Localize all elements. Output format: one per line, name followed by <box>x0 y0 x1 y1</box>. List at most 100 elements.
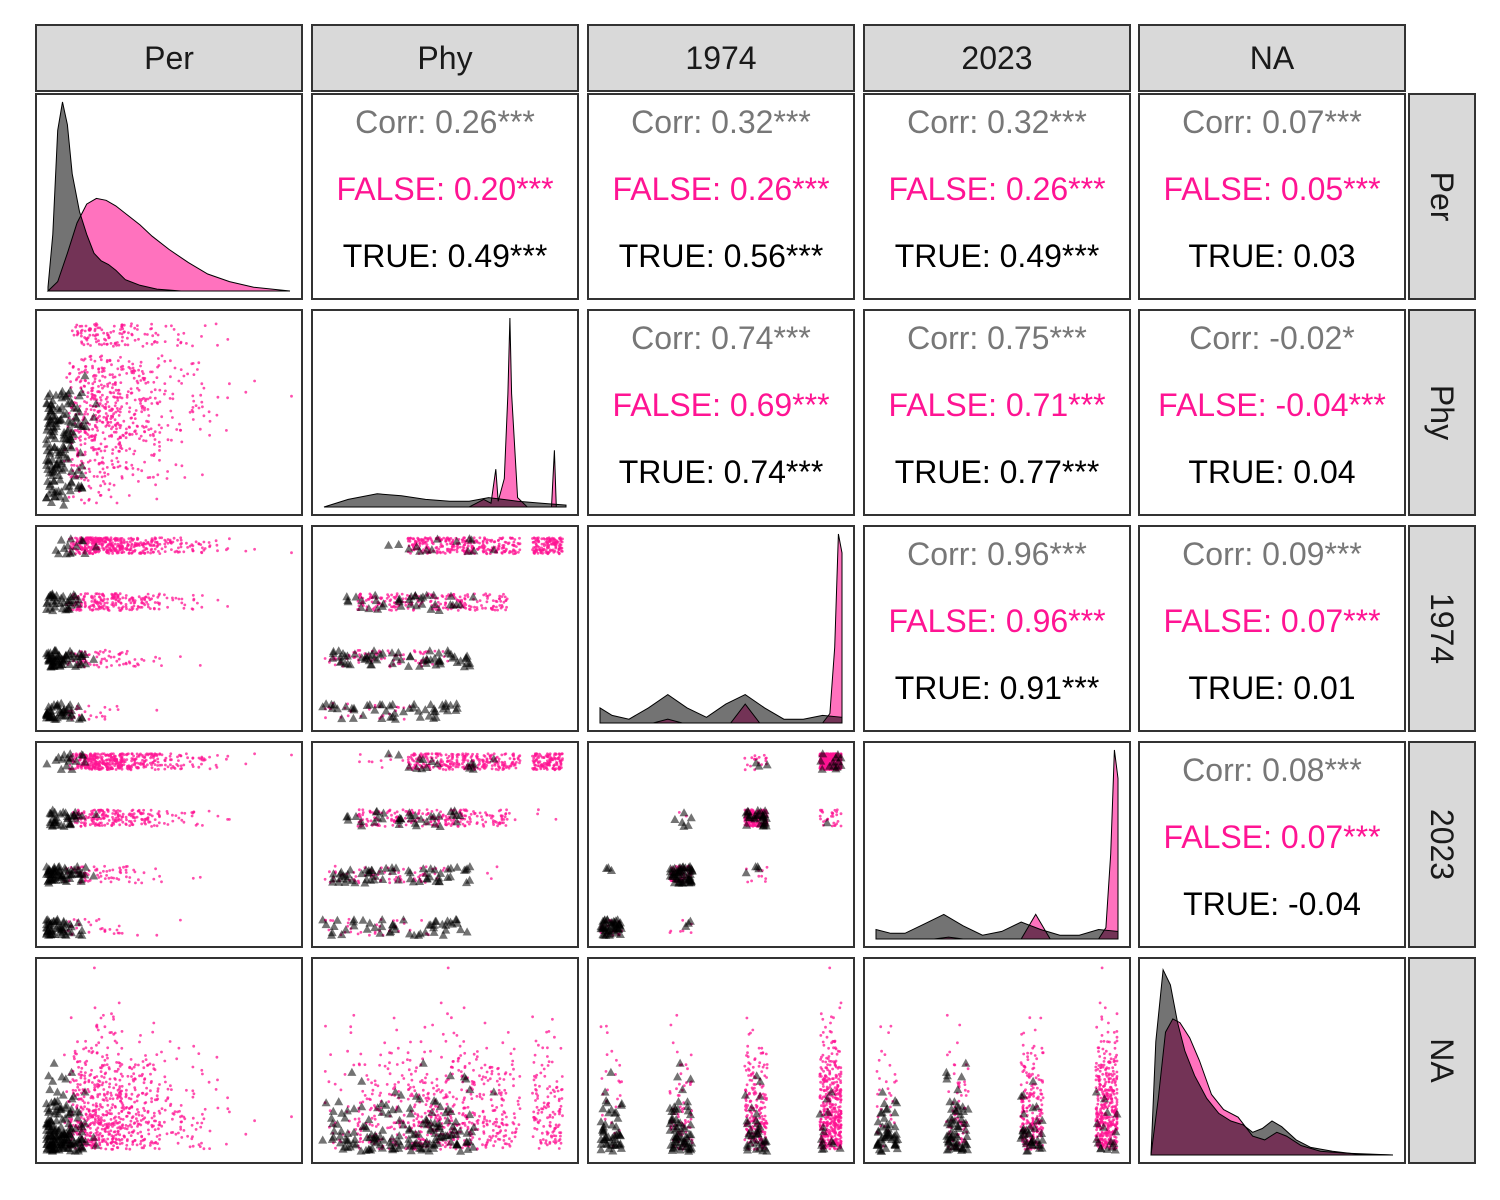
point-false <box>114 768 118 771</box>
point-true <box>60 463 70 472</box>
point-false <box>95 818 99 822</box>
point-false <box>180 767 184 770</box>
point-false <box>461 548 465 552</box>
point-false <box>361 811 365 814</box>
point-false <box>490 538 494 542</box>
point-false <box>107 538 110 541</box>
point-false <box>131 467 135 470</box>
point-false <box>136 328 139 331</box>
point-false <box>493 762 497 766</box>
point-false <box>103 929 107 933</box>
point-false <box>138 437 141 440</box>
point-false <box>84 365 88 368</box>
point-true <box>74 649 84 658</box>
point-false <box>105 601 109 605</box>
point-false <box>130 809 134 813</box>
point-false <box>72 463 76 467</box>
point-false <box>290 394 293 398</box>
point-false <box>98 409 102 413</box>
point-false <box>116 409 120 413</box>
point-false <box>150 597 154 601</box>
point-false <box>100 370 104 373</box>
point-false <box>93 408 96 412</box>
point-false <box>488 814 492 817</box>
point-false <box>103 864 106 868</box>
point-false <box>552 764 556 767</box>
point-false <box>166 605 170 609</box>
point-false <box>113 418 117 422</box>
point-false <box>188 410 192 414</box>
point-false <box>139 812 143 815</box>
point-false <box>535 536 539 540</box>
point-false <box>835 813 839 817</box>
point-false <box>105 416 108 420</box>
point-false <box>116 708 120 711</box>
point-false <box>154 867 158 871</box>
point-true <box>65 659 75 668</box>
point-false <box>442 536 446 540</box>
point-false <box>163 538 167 542</box>
point-true <box>59 427 69 436</box>
point-false <box>83 450 87 454</box>
point-false <box>497 809 501 813</box>
point-false <box>424 537 428 540</box>
point-false <box>90 387 94 390</box>
point-false <box>502 763 506 767</box>
point-false <box>119 761 123 764</box>
point-false <box>160 664 163 667</box>
point-false <box>130 821 134 825</box>
point-false <box>137 368 141 372</box>
point-true <box>62 409 72 418</box>
point-false <box>130 757 134 760</box>
point-false <box>86 342 90 346</box>
point-true <box>66 534 76 543</box>
point-false <box>484 549 488 553</box>
corr-false-label: FALSE: 0.69*** <box>612 387 829 423</box>
point-false <box>448 539 451 543</box>
point-false <box>153 396 157 400</box>
point-false <box>107 765 110 769</box>
point-false <box>165 596 169 600</box>
point-false <box>155 545 159 549</box>
point-false <box>130 608 134 612</box>
point-false <box>443 552 447 555</box>
point-false <box>148 396 152 399</box>
panel-Phy-NA: Corr: -0.02*FALSE: -0.04***TRUE: 0.04 <box>1138 309 1406 516</box>
point-false <box>214 322 218 326</box>
point-false <box>136 467 140 471</box>
point-false <box>106 472 110 476</box>
point-false <box>180 601 184 605</box>
point-false <box>83 594 86 598</box>
point-false <box>166 541 170 545</box>
point-false <box>120 405 124 409</box>
point-false <box>155 824 159 828</box>
point-false <box>115 704 119 708</box>
point-false <box>157 423 161 427</box>
point-false <box>444 539 448 543</box>
point-false <box>176 338 180 342</box>
point-false <box>504 599 508 602</box>
point-false <box>388 599 392 603</box>
point-false <box>491 599 495 602</box>
point-false <box>163 392 166 396</box>
point-false <box>112 932 116 935</box>
point-false <box>358 760 361 764</box>
point-false <box>95 501 98 505</box>
point-false <box>108 708 112 711</box>
point-false <box>368 933 371 937</box>
point-false <box>166 765 170 769</box>
point-false <box>473 605 476 609</box>
point-false <box>120 607 124 611</box>
point-true <box>65 386 75 395</box>
point-false <box>468 815 471 819</box>
point-false <box>124 605 128 608</box>
point-false <box>324 716 327 720</box>
point-false <box>140 370 144 373</box>
point-false <box>505 547 508 551</box>
point-false <box>79 329 83 333</box>
point-false <box>198 664 202 667</box>
point-true <box>55 475 65 484</box>
point-false <box>202 540 206 544</box>
point-false <box>83 412 86 416</box>
point-false <box>100 354 104 358</box>
